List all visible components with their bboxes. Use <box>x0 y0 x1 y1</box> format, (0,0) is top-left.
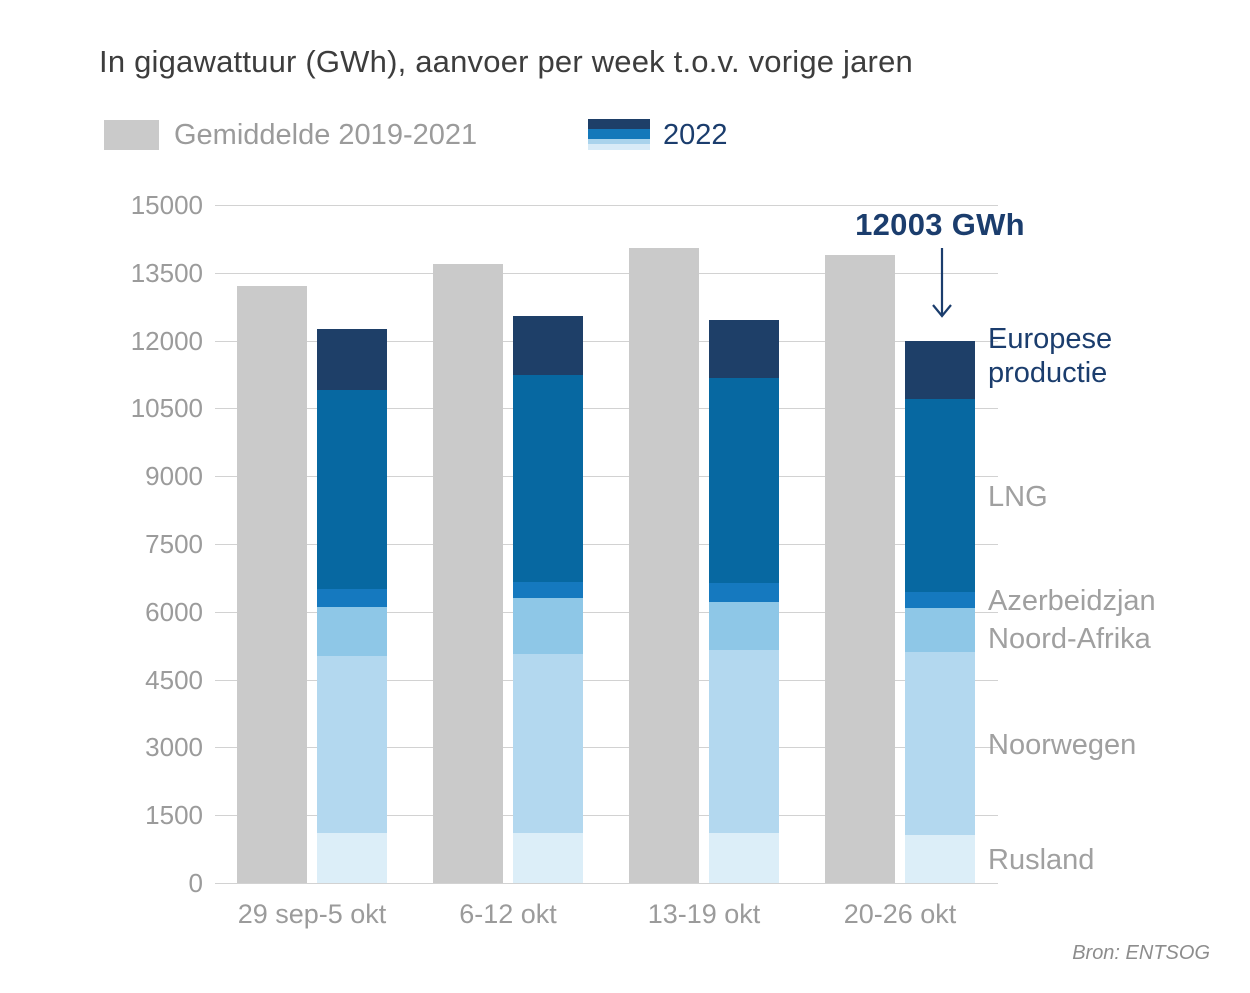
bar-2022-29 sep-5 okt-segment-noord-afrika <box>317 607 387 657</box>
segment-label-noord-afrika: Noord-Afrika <box>988 623 1151 655</box>
segment-label-rusland: Rusland <box>988 844 1095 876</box>
bar-2022-6-12 okt-segment-europese-productie <box>513 315 583 375</box>
bar-2022-6-12 okt-segment-azerbeidzjan <box>513 582 583 598</box>
gridline-12000 <box>215 340 998 342</box>
bar-2022-20-26 okt-segment-noord-afrika <box>905 608 975 653</box>
y-axis-tick-3000: 3000 <box>145 732 203 763</box>
bar-2022-13-19 okt-segment-azerbeidzjan <box>709 583 779 603</box>
y-axis-tick-15000: 15000 <box>130 190 203 220</box>
gridline-7500 <box>215 544 998 545</box>
bar-2022-13-19 okt-segment-noorwegen <box>709 650 779 834</box>
y-axis-tick-4500: 4500 <box>145 664 203 695</box>
source-credit: Bron: ENTSOG <box>1072 942 1210 964</box>
bar-2022-13-19 okt-segment-europese-productie <box>709 320 779 379</box>
bar-2022-29 sep-5 okt-segment-europese-productie <box>317 329 387 391</box>
x-axis-label-20-26 okt: 20-26 okt <box>843 899 957 929</box>
bar-2022-29 sep-5 okt-segment-lng <box>317 390 387 589</box>
x-axis-label-13-19 okt: 13-19 okt <box>647 899 761 929</box>
bar-2022-6-12 okt-segment-noorwegen <box>513 654 583 834</box>
bar-2022-6-12 okt-segment-rusland <box>513 833 583 883</box>
segment-label-noorwegen: Noorwegen <box>988 728 1137 761</box>
y-axis-tick-9000: 9000 <box>145 461 203 492</box>
bar-average-13-19 okt <box>629 247 699 883</box>
segment-label-azerbeidzjan: Azerbeidzjan <box>988 584 1156 617</box>
y-axis-tick-0: 0 <box>188 868 203 898</box>
gridline-9000 <box>215 476 998 478</box>
y-axis-tick-12000: 12000 <box>130 325 203 356</box>
bar-2022-13-19 okt-segment-noord-afrika <box>709 602 779 650</box>
bar-average-6-12 okt <box>433 263 503 883</box>
gridline-4500 <box>215 679 998 681</box>
legend-swatch-average <box>104 120 159 150</box>
gridline-3000 <box>215 747 998 749</box>
bar-2022-20-26 okt-segment-azerbeidzjan <box>905 591 975 608</box>
gridline-10500 <box>215 408 998 410</box>
bar-2022-13-19 okt-segment-rusland <box>709 833 779 883</box>
y-axis-tick-10500: 10500 <box>130 393 203 424</box>
bar-2022-29 sep-5 okt-segment-azerbeidzjan <box>317 589 387 608</box>
bar-2022-20-26 okt-segment-noorwegen <box>905 652 975 836</box>
bar-average-29 sep-5 okt <box>237 286 307 883</box>
gridline-6000 <box>215 611 998 613</box>
annotation-value: 12003 GWh <box>855 207 1025 242</box>
bar-2022-20-26 okt-segment-lng <box>905 399 975 592</box>
bar-2022-20-26 okt-segment-europese-productie <box>905 340 975 400</box>
x-axis-label-6-12 okt: 6-12 okt <box>459 899 557 929</box>
bar-2022-6-12 okt-segment-noord-afrika <box>513 598 583 654</box>
bar-2022-20-26 okt-segment-rusland <box>905 835 975 883</box>
bar-average-20-26 okt <box>825 254 895 883</box>
bar-2022-13-19 okt-segment-lng <box>709 378 779 584</box>
gridline-15000 <box>215 205 998 206</box>
segment-label-europese-productie: Europese productie <box>988 322 1113 389</box>
gridline-1500 <box>215 815 998 817</box>
legend-swatch-2022-stripe <box>588 138 650 145</box>
y-axis-tick-1500: 1500 <box>145 800 203 831</box>
y-axis-tick-13500: 13500 <box>130 257 203 288</box>
bar-2022-29 sep-5 okt-segment-rusland <box>317 833 387 883</box>
legend-label-average: Gemiddelde 2019-2021 <box>174 119 478 151</box>
y-axis-tick-6000: 6000 <box>145 596 203 627</box>
legend-label-2022: 2022 <box>663 119 728 151</box>
legend-swatch-2022-stripe <box>588 144 650 150</box>
legend-swatch-2022 <box>588 119 650 150</box>
bar-2022-6-12 okt-segment-lng <box>513 375 583 582</box>
legend-swatch-2022-stripe <box>588 128 650 139</box>
segment-label-lng: LNG <box>988 480 1048 513</box>
bar-2022-29 sep-5 okt-segment-noorwegen <box>317 656 387 834</box>
legend-swatch-2022-stripe <box>588 119 650 129</box>
annotation-arrow-icon <box>932 248 952 318</box>
x-axis-label-29 sep-5 okt: 29 sep-5 okt <box>237 899 387 929</box>
y-axis-tick-7500: 7500 <box>145 529 203 559</box>
gridline-0 <box>215 883 998 884</box>
chart-title: In gigawattuur (GWh), aanvoer per week t… <box>99 44 913 79</box>
gridline-13500 <box>215 272 998 274</box>
